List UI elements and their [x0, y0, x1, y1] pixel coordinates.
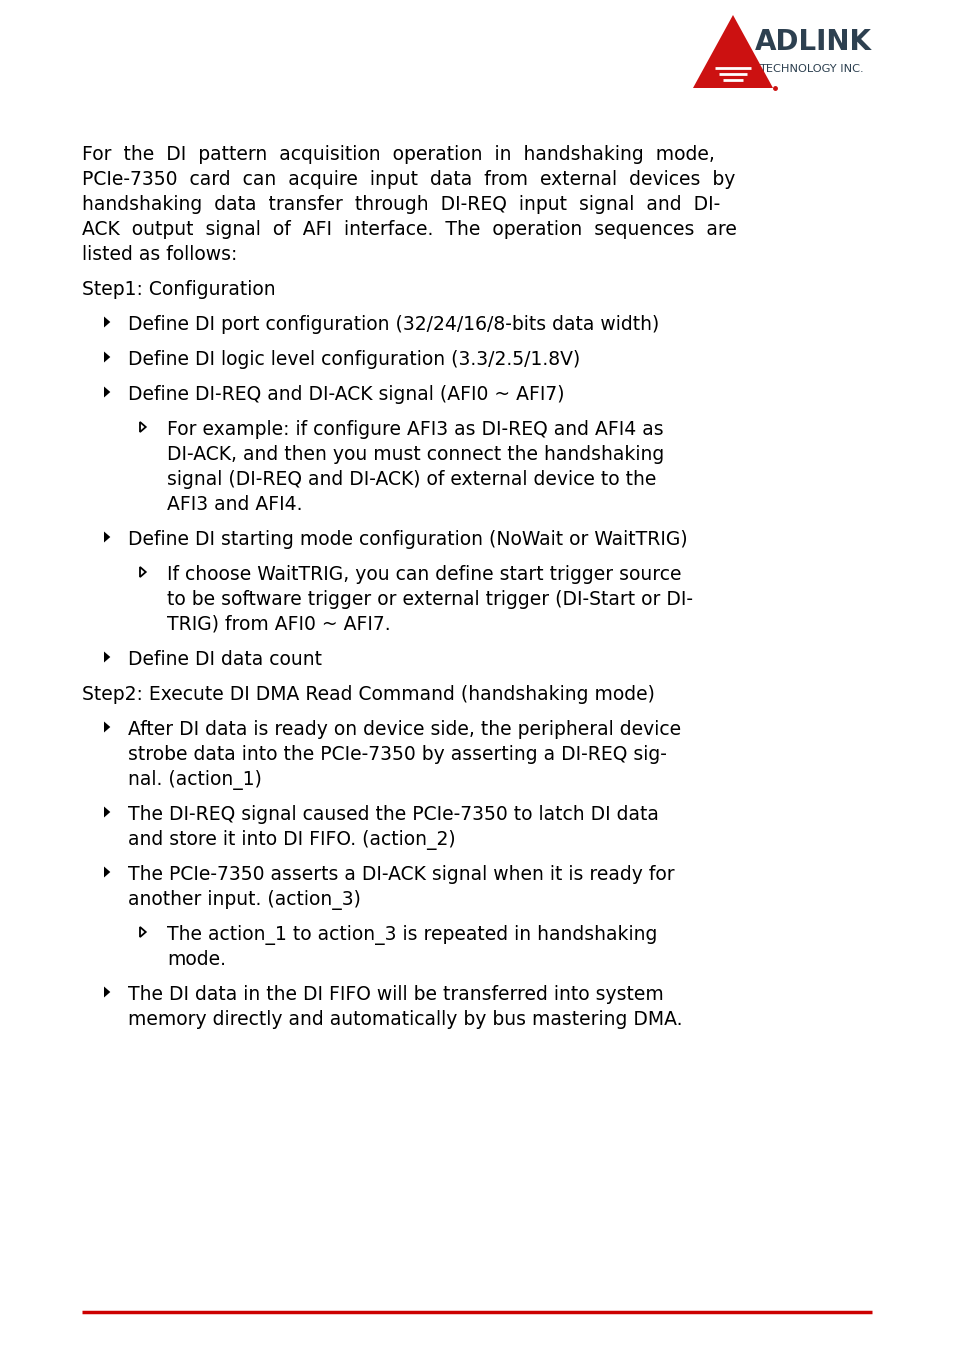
Polygon shape	[692, 15, 772, 88]
Text: Step2: Execute DI DMA Read Command (handshaking mode): Step2: Execute DI DMA Read Command (hand…	[82, 685, 654, 704]
Polygon shape	[104, 807, 111, 818]
Polygon shape	[104, 352, 111, 362]
Text: TECHNOLOGY INC.: TECHNOLOGY INC.	[759, 64, 862, 74]
Text: For example: if configure AFI3 as DI-REQ and AFI4 as: For example: if configure AFI3 as DI-REQ…	[167, 420, 663, 439]
Text: For  the  DI  pattern  acquisition  operation  in  handshaking  mode,: For the DI pattern acquisition operation…	[82, 145, 714, 164]
Text: memory directly and automatically by bus mastering DMA.: memory directly and automatically by bus…	[128, 1010, 681, 1029]
Text: nal. (action_1): nal. (action_1)	[128, 771, 262, 790]
Text: ADLINK: ADLINK	[754, 28, 871, 55]
Text: AFI3 and AFI4.: AFI3 and AFI4.	[167, 495, 302, 514]
Text: Define DI-REQ and DI-ACK signal (AFI0 ~ AFI7): Define DI-REQ and DI-ACK signal (AFI0 ~ …	[128, 385, 564, 404]
Polygon shape	[104, 987, 111, 998]
Polygon shape	[104, 387, 111, 397]
Text: Define DI logic level configuration (3.3/2.5/1.8V): Define DI logic level configuration (3.3…	[128, 350, 579, 369]
Text: listed as follows:: listed as follows:	[82, 245, 237, 264]
Text: If choose WaitTRIG, you can define start trigger source: If choose WaitTRIG, you can define start…	[167, 565, 680, 584]
Text: and store it into DI FIFO. (action_2): and store it into DI FIFO. (action_2)	[128, 830, 456, 850]
Text: DI-ACK, and then you must connect the handshaking: DI-ACK, and then you must connect the ha…	[167, 445, 663, 464]
Text: signal (DI-REQ and DI-ACK) of external device to the: signal (DI-REQ and DI-ACK) of external d…	[167, 470, 656, 489]
Text: Step1: Configuration: Step1: Configuration	[82, 280, 275, 299]
Text: The DI-REQ signal caused the PCIe-7350 to latch DI data: The DI-REQ signal caused the PCIe-7350 t…	[128, 804, 659, 823]
Text: to be software trigger or external trigger (DI-Start or DI-: to be software trigger or external trigg…	[167, 589, 692, 608]
Polygon shape	[104, 867, 111, 877]
Text: Define DI port configuration (32/24/16/8-bits data width): Define DI port configuration (32/24/16/8…	[128, 315, 659, 334]
Text: mode.: mode.	[167, 950, 226, 969]
Text: The DI data in the DI FIFO will be transferred into system: The DI data in the DI FIFO will be trans…	[128, 986, 663, 1005]
Text: ACK  output  signal  of  AFI  interface.  The  operation  sequences  are: ACK output signal of AFI interface. The …	[82, 220, 736, 239]
Polygon shape	[104, 531, 111, 542]
Polygon shape	[104, 722, 111, 733]
Text: The action_1 to action_3 is repeated in handshaking: The action_1 to action_3 is repeated in …	[167, 925, 657, 945]
Text: PCIe-7350  card  can  acquire  input  data  from  external  devices  by: PCIe-7350 card can acquire input data fr…	[82, 170, 735, 189]
Text: The PCIe-7350 asserts a DI-ACK signal when it is ready for: The PCIe-7350 asserts a DI-ACK signal wh…	[128, 865, 674, 884]
Text: handshaking  data  transfer  through  DI-REQ  input  signal  and  DI-: handshaking data transfer through DI-REQ…	[82, 195, 720, 214]
Text: Define DI starting mode configuration (NoWait or WaitTRIG): Define DI starting mode configuration (N…	[128, 530, 687, 549]
Text: Define DI data count: Define DI data count	[128, 650, 322, 669]
Polygon shape	[104, 316, 111, 327]
Text: another input. (action_3): another input. (action_3)	[128, 890, 360, 910]
Text: strobe data into the PCIe-7350 by asserting a DI-REQ sig-: strobe data into the PCIe-7350 by assert…	[128, 745, 666, 764]
Text: After DI data is ready on device side, the peripheral device: After DI data is ready on device side, t…	[128, 721, 680, 740]
Text: TRIG) from AFI0 ~ AFI7.: TRIG) from AFI0 ~ AFI7.	[167, 615, 390, 634]
Polygon shape	[104, 652, 111, 662]
